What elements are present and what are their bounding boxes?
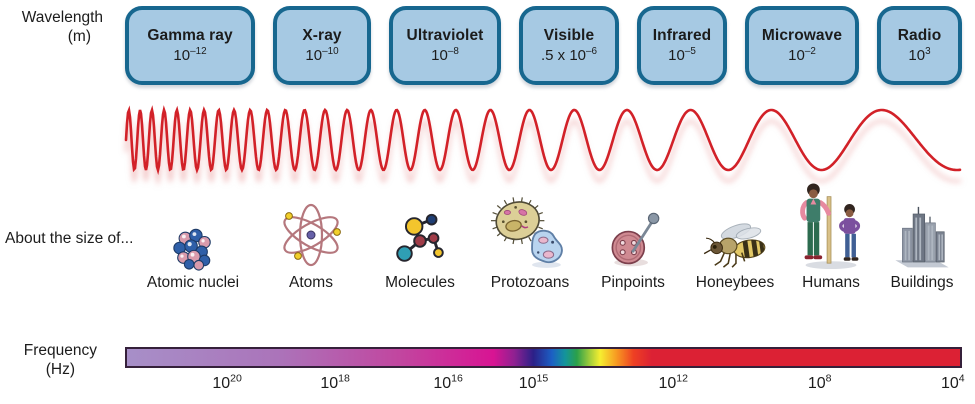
band-value: 10–10 (305, 46, 339, 64)
frequency-axis-label-line2: (Hz) (45, 361, 75, 378)
band-value: 10–12 (173, 46, 207, 64)
size-item-protozoans: Protozoans (470, 183, 590, 292)
size-item-label: Humans (802, 274, 860, 291)
size-item-label: Buildings (890, 274, 954, 291)
band-name: Ultraviolet (406, 27, 484, 44)
humans-icon (792, 183, 870, 271)
size-item-label: Molecules (385, 274, 455, 291)
size-item-atomic-nuclei: Atomic nuclei (133, 183, 253, 292)
band-ultraviolet: Ultraviolet 10–8 (389, 6, 501, 85)
size-item-label: Protozoans (490, 274, 570, 291)
em-wave-path (124, 105, 962, 176)
protozoan-icon (486, 183, 574, 271)
band-infrared: Infrared 10–5 (637, 6, 727, 85)
band-name: Infrared (652, 27, 712, 44)
size-item-atoms: Atoms (251, 183, 371, 292)
em-wave (124, 105, 962, 176)
freq-tick-10e8: 108 (807, 372, 832, 392)
band-visible: Visible .5 x 10–6 (519, 6, 619, 85)
frequency-axis-label: Frequency (Hz) (0, 341, 97, 379)
pinpoint-icon (603, 183, 663, 271)
freq-tick-10e18: 1018 (320, 372, 350, 392)
size-item-buildings: Buildings (862, 183, 975, 292)
atom-icon (275, 183, 347, 271)
freq-tick-10e15: 1015 (518, 372, 549, 392)
band-radio: Radio 103 (877, 6, 962, 85)
size-item-honeybees: Honeybees (675, 183, 795, 292)
size-item-label: Honeybees (695, 274, 775, 291)
size-item-pinpoints: Pinpoints (573, 183, 693, 292)
band-name: Gamma ray (147, 27, 233, 44)
wavelength-axis-label: Wavelength (m) (6, 8, 103, 46)
frequency-axis-label-line1: Frequency (23, 342, 97, 359)
size-item-humans: Humans (771, 183, 891, 292)
size-item-molecules: Molecules (360, 183, 480, 292)
molecule-icon (389, 183, 451, 271)
atomic-nucleus-icon (170, 183, 216, 271)
size-item-label: Atoms (289, 274, 333, 291)
freq-tick-10e16: 1016 (433, 372, 463, 392)
frequency-gradient-bar (125, 347, 962, 368)
size-item-label: Pinpoints (601, 274, 665, 291)
band-value: .5 x 10–6 (540, 46, 597, 64)
band-value: 10–2 (788, 46, 816, 64)
band-value: 10–8 (431, 46, 459, 64)
honeybee-icon (691, 183, 779, 271)
band-name: Radio (897, 27, 942, 44)
band-name: X-ray (302, 27, 342, 44)
buildings-icon (890, 183, 954, 271)
freq-tick-10e12: 1012 (658, 372, 688, 392)
wavelength-axis-label-line1: Wavelength (21, 9, 103, 26)
band-value: 103 (908, 46, 931, 64)
freq-tick-10e20: 1020 (212, 372, 242, 392)
size-item-label: Atomic nuclei (146, 274, 240, 291)
band-name: Microwave (761, 27, 843, 44)
frequency-ticks: 1020 1018 1016 1015 1012 108 104 (125, 372, 965, 401)
band-value: 10–5 (668, 46, 696, 64)
freq-tick-10e4: 104 (940, 372, 965, 392)
wavelength-bands: Gamma ray 10–12 X-ray 10–10 Ultraviolet 10–8 V… (125, 6, 962, 85)
band-microwave: Microwave 10–2 (745, 6, 859, 85)
size-row-label: About the size of... (5, 230, 134, 247)
wavelength-axis-label-line2: (m) (67, 28, 91, 45)
band-gamma-ray: Gamma ray 10–12 (125, 6, 255, 85)
band-name: Visible (543, 27, 595, 44)
band-x-ray: X-ray 10–10 (273, 6, 371, 85)
